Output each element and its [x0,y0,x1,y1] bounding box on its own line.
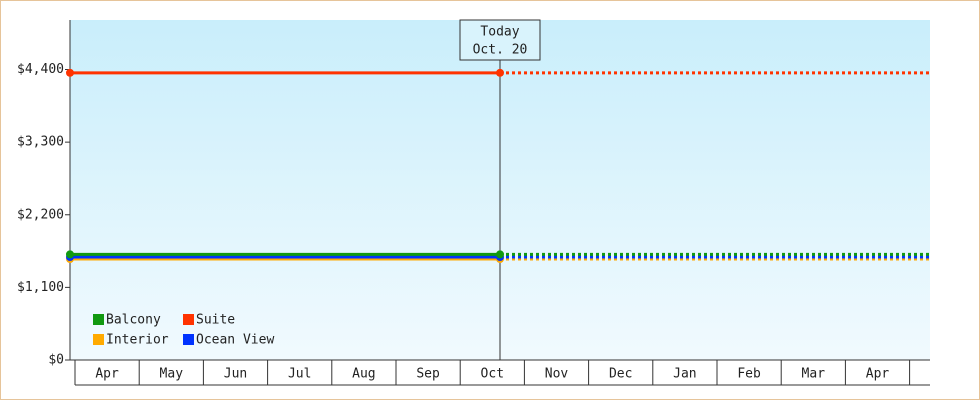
today-box [459,19,541,61]
legend-label: Balcony [106,313,161,328]
x-tick-label: Apr [95,367,119,382]
y-tick-label: $2,200 [17,207,64,222]
legend-swatch [93,314,104,325]
legend-label: Interior [106,333,169,348]
y-tick-label: $1,100 [17,280,64,295]
x-tick-label: May [160,367,184,382]
x-tick-label: Apr [866,367,890,382]
point [66,250,74,259]
legend-swatch [93,334,104,345]
x-tick-label: Mar [802,367,826,382]
legend-swatch [183,334,194,345]
x-tick-label: Jul [288,367,311,382]
x-tick-label: Oct [481,367,504,382]
x-tick-label: Sep [416,367,440,382]
legend-swatch [183,314,194,325]
legend-label: Ocean View [196,333,274,348]
x-tick-label: Jan [673,367,696,382]
point [66,68,74,77]
point [496,68,504,77]
y-tick-label: $4,400 [17,62,64,77]
x-tick-label: Jun [224,367,247,382]
x-tick-label: Aug [352,367,375,382]
x-tick-label: Dec [609,367,632,382]
point [496,250,504,259]
legend-label: Suite [196,313,235,328]
x-tick-label: Nov [545,367,569,382]
today-date: Oct. 20 [473,43,528,58]
y-tick-label: $0 [48,353,64,368]
y-tick-label: $3,300 [17,135,64,150]
today-label: Today [480,25,519,40]
x-tick-label: Feb [737,367,761,382]
